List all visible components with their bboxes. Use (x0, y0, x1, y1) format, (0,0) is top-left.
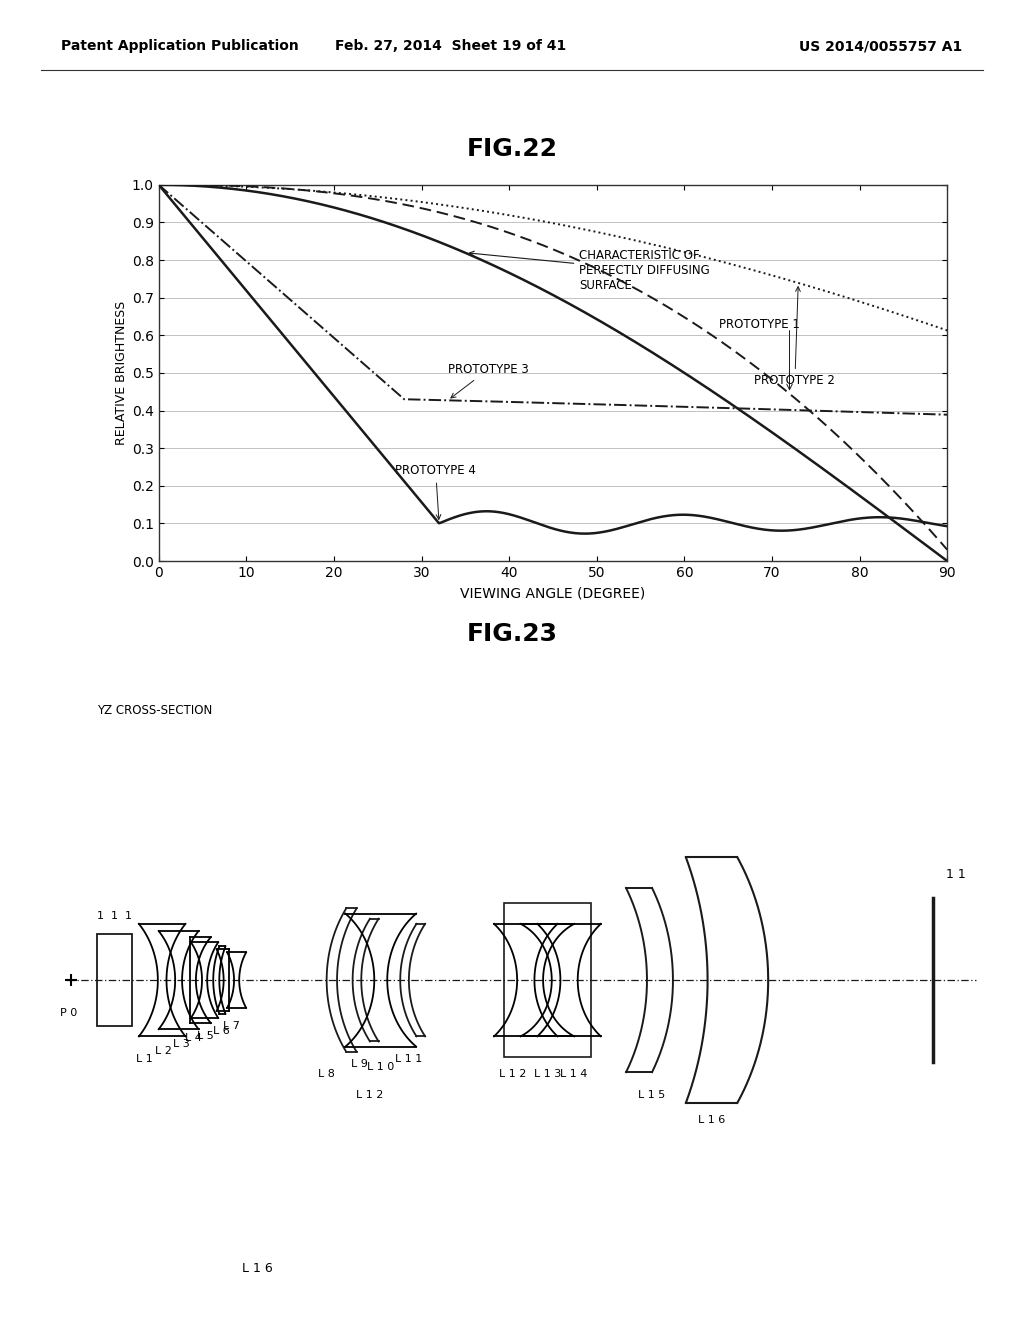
Text: L 1 2: L 1 2 (499, 1069, 526, 1080)
Bar (504, 903, 591, 1057)
Text: P 0: P 0 (60, 1008, 77, 1018)
Bar (97, 935, 132, 1026)
Text: L 1 0: L 1 0 (367, 1063, 394, 1072)
Text: L 2: L 2 (156, 1045, 172, 1056)
Text: Patent Application Publication: Patent Application Publication (61, 40, 299, 53)
Text: PROTOTYPE 1: PROTOTYPE 1 (720, 318, 801, 331)
Text: YZ CROSS-SECTION: YZ CROSS-SECTION (97, 704, 213, 717)
Text: US 2014/0055757 A1: US 2014/0055757 A1 (800, 40, 963, 53)
Text: L 1 1: L 1 1 (395, 1053, 423, 1064)
Text: L 1 5: L 1 5 (638, 1090, 665, 1100)
X-axis label: VIEWING ANGLE (DEGREE): VIEWING ANGLE (DEGREE) (461, 587, 645, 601)
Text: FIG.22: FIG.22 (467, 136, 557, 161)
Text: L 7: L 7 (223, 1022, 240, 1031)
Text: L 1 6: L 1 6 (698, 1115, 726, 1126)
Text: FIG.23: FIG.23 (467, 622, 557, 645)
Text: L 3: L 3 (173, 1039, 189, 1048)
Text: PROTOTYPE 4: PROTOTYPE 4 (395, 465, 476, 519)
Text: L 1 2: L 1 2 (356, 1090, 384, 1100)
Text: PROTOTYPE 2: PROTOTYPE 2 (755, 286, 836, 387)
Text: 1 1: 1 1 (946, 867, 966, 880)
Text: L 1 6: L 1 6 (242, 1262, 272, 1275)
Text: Feb. 27, 2014  Sheet 19 of 41: Feb. 27, 2014 Sheet 19 of 41 (335, 40, 566, 53)
Text: L 6: L 6 (213, 1027, 229, 1036)
Text: 1  1  1: 1 1 1 (97, 911, 132, 921)
Text: L 1: L 1 (136, 1053, 154, 1064)
Text: L 9: L 9 (351, 1059, 368, 1069)
Text: CHARACTERISTIC OF
PERFECTLY DIFFUSING
SURFACE: CHARACTERISTIC OF PERFECTLY DIFFUSING SU… (469, 248, 710, 292)
Text: L 1 4: L 1 4 (560, 1069, 587, 1080)
Y-axis label: RELATIVE BRIGHTNESS: RELATIVE BRIGHTNESS (115, 301, 128, 445)
Text: L 5: L 5 (197, 1031, 214, 1041)
Text: L 4: L 4 (185, 1034, 202, 1044)
Text: L 8: L 8 (318, 1069, 335, 1080)
Text: PROTOTYPE 3: PROTOTYPE 3 (447, 363, 528, 397)
Text: L 1 3: L 1 3 (534, 1069, 561, 1080)
